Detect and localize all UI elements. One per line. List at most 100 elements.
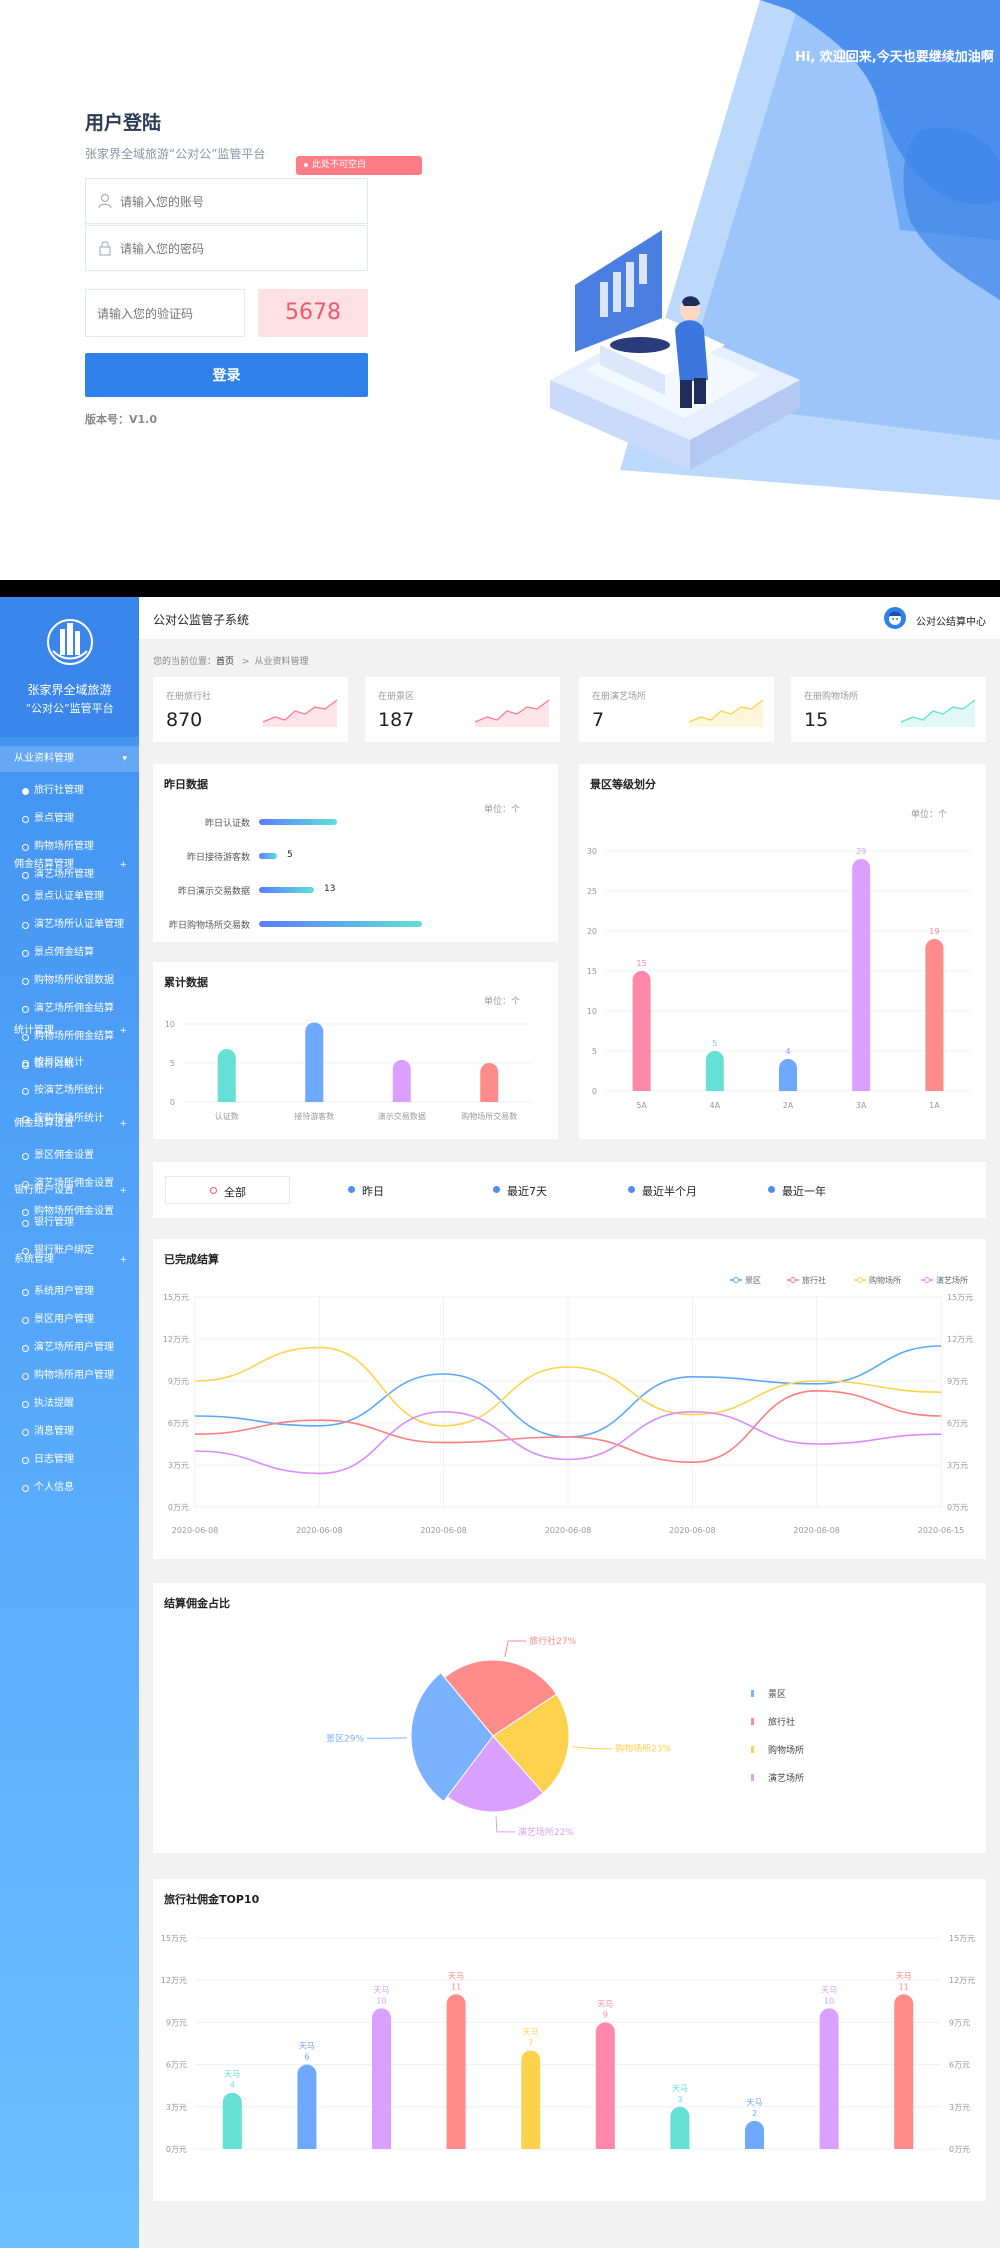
series-line[interactable]	[194, 1410, 942, 1475]
stat-card[interactable]: 在册旅行社 870	[153, 677, 348, 742]
sidebar-item[interactable]: 景点认证单管理	[0, 888, 139, 906]
sidebar-logo: 张家界全域旅游 “公对公”监管平台	[0, 597, 139, 737]
captcha-input[interactable]	[97, 303, 237, 325]
chart-bar[interactable]	[392, 1059, 411, 1102]
sidebar-item[interactable]: 购物场所佣金设置	[0, 1203, 139, 1221]
stat-card[interactable]: 在册购物场所 15	[791, 677, 986, 742]
captcha-image[interactable]: 5678	[258, 289, 368, 337]
sidebar-item[interactable]: 景区佣金设置	[0, 1147, 139, 1165]
chart-bar[interactable]	[705, 1051, 724, 1091]
sidebar-item[interactable]: 购物场所用户管理	[0, 1367, 139, 1385]
pie-slice[interactable]	[410, 1672, 494, 1803]
series-line[interactable]	[194, 1346, 942, 1427]
chart-bar[interactable]	[217, 1048, 236, 1102]
sidebar-item[interactable]: 购物场所管理	[0, 838, 139, 856]
sidebar-item[interactable]: 景区用户管理	[0, 1311, 139, 1329]
legend-label[interactable]: 演艺场所	[936, 1275, 968, 1285]
legend-swatch	[751, 1718, 754, 1725]
sidebar-item[interactable]: 日志管理	[0, 1451, 139, 1469]
sidebar-item[interactable]: 按演艺场所统计	[0, 1082, 139, 1100]
chart-bar[interactable]	[632, 971, 651, 1091]
sidebar-item[interactable]: 景点管理	[0, 810, 139, 828]
data-label: 5	[712, 1039, 717, 1048]
sidebar-item[interactable]: 演艺场所管理	[0, 866, 139, 884]
sidebar-group-3[interactable]: 佣金结算设置 +	[0, 1111, 139, 1137]
breadcrumb-home[interactable]: 首页	[216, 657, 235, 667]
pie-slice[interactable]	[492, 1693, 570, 1794]
chart-bar-base	[894, 2139, 914, 2149]
chart-bar[interactable]	[852, 859, 871, 1091]
series-line[interactable]	[194, 1389, 942, 1464]
sidebar-item[interactable]: 旅行社管理	[0, 782, 139, 800]
sidebar-item[interactable]: 演艺场所佣金结算	[0, 1000, 139, 1018]
completed-card: 已完成结算 0万元 0万元 3万元 3万元 6万元 6万元 9万元 9万元 12万元 12万元 15…	[153, 1239, 986, 1559]
login-button[interactable]: 登录	[85, 353, 368, 397]
sidebar-group-5[interactable]: 系统管理 +	[0, 1247, 139, 1273]
legend-label[interactable]: 景区	[745, 1276, 761, 1285]
sidebar-item[interactable]: 消息管理	[0, 1423, 139, 1441]
user-avatar[interactable]	[884, 607, 906, 629]
chart-bar-base	[705, 1082, 724, 1091]
sidebar-group-1[interactable]: 佣金结算管理 +	[0, 852, 139, 878]
legend-label[interactable]: 旅行社	[768, 1716, 795, 1728]
sidebar-item[interactable]: 演艺场所用户管理	[0, 1339, 139, 1357]
sidebar-item[interactable]: 银行管理	[0, 1214, 139, 1232]
sidebar-item[interactable]: 购物场所收银数据	[0, 972, 139, 990]
sidebar-group-0[interactable]: 从业资料管理 ▾	[0, 746, 139, 772]
sidebar-item[interactable]: 景点佣金结算	[0, 944, 139, 962]
chart-bar[interactable]	[595, 2022, 615, 2149]
sidebar-item[interactable]: 购物场所佣金结算	[0, 1028, 139, 1046]
sidebar-item[interactable]: 按购物场所统计	[0, 1110, 139, 1128]
x-tick-label: 1A	[929, 1101, 940, 1110]
chart-bar[interactable]	[480, 1063, 499, 1102]
account-field[interactable]	[85, 178, 368, 224]
legend-label[interactable]: 购物场所	[869, 1275, 901, 1285]
chart-bar[interactable]	[670, 2106, 690, 2149]
sidebar-item[interactable]: 演艺场所佣金设置	[0, 1175, 139, 1193]
sidebar-group-4[interactable]: 银行账户设置 +	[0, 1178, 139, 1204]
pie-slice[interactable]	[446, 1735, 544, 1813]
chart-bar[interactable]	[222, 2092, 242, 2149]
sidebar-item[interactable]: 按景区统计	[0, 1054, 139, 1072]
chart-bar[interactable]	[521, 2050, 541, 2149]
stat-card[interactable]: 在册演艺场所 7	[579, 677, 774, 742]
account-input[interactable]	[120, 191, 350, 213]
data-label: 10	[376, 1996, 386, 2005]
filter-tab[interactable]: 最近7天	[483, 1176, 593, 1204]
stat-card[interactable]: 在册景区 187	[365, 677, 560, 742]
legend-marker	[733, 1277, 739, 1283]
chart-bar[interactable]	[894, 1994, 914, 2149]
sidebar-item[interactable]: 银行账户绑定	[0, 1242, 139, 1260]
filter-tab[interactable]: 全部	[165, 1176, 290, 1204]
legend-label[interactable]: 演艺场所	[768, 1772, 804, 1784]
chart-bar-base	[521, 2139, 541, 2149]
yesterday-row-label: 昨日接待游客数	[186, 853, 250, 863]
yesterday-title: 昨日数据	[164, 778, 208, 791]
legend-label[interactable]: 旅行社	[802, 1275, 826, 1285]
sidebar-group-2[interactable]: 统计管理 +	[0, 1018, 139, 1044]
chart-bar[interactable]	[372, 2008, 391, 2149]
filter-tab[interactable]: 昨日	[338, 1176, 448, 1204]
password-field[interactable]	[85, 225, 368, 271]
chart-bar[interactable]	[925, 939, 944, 1091]
password-input[interactable]	[120, 238, 350, 260]
legend-label[interactable]: 景区	[768, 1689, 786, 1700]
sidebar-item[interactable]: 执法提醒	[0, 1395, 139, 1413]
y-tick-label-right: 0万元	[947, 1503, 968, 1512]
sidebar-item[interactable]: 个人信息	[0, 1479, 139, 1497]
filter-tab[interactable]: 最近半个月	[618, 1176, 728, 1204]
legend-label[interactable]: 购物场所	[768, 1744, 804, 1756]
sidebar-item[interactable]: 系统用户管理	[0, 1283, 139, 1301]
chart-bar[interactable]	[819, 2008, 839, 2149]
data-label: 10	[824, 1996, 834, 2005]
user-name[interactable]: 公对公结算中心	[916, 617, 986, 628]
chart-bar[interactable]	[297, 2064, 317, 2149]
chart-bar[interactable]	[305, 1022, 324, 1102]
sidebar-item[interactable]: 演艺场所认证单管理	[0, 916, 139, 934]
x-tick-label: 购物场所交易数	[461, 1111, 517, 1121]
filter-tab[interactable]: 最近一年	[758, 1176, 868, 1204]
captcha-field[interactable]	[85, 289, 245, 337]
chart-bar[interactable]	[446, 1994, 466, 2149]
pie-slice[interactable]	[443, 1659, 558, 1737]
stat-value: 187	[378, 709, 415, 731]
